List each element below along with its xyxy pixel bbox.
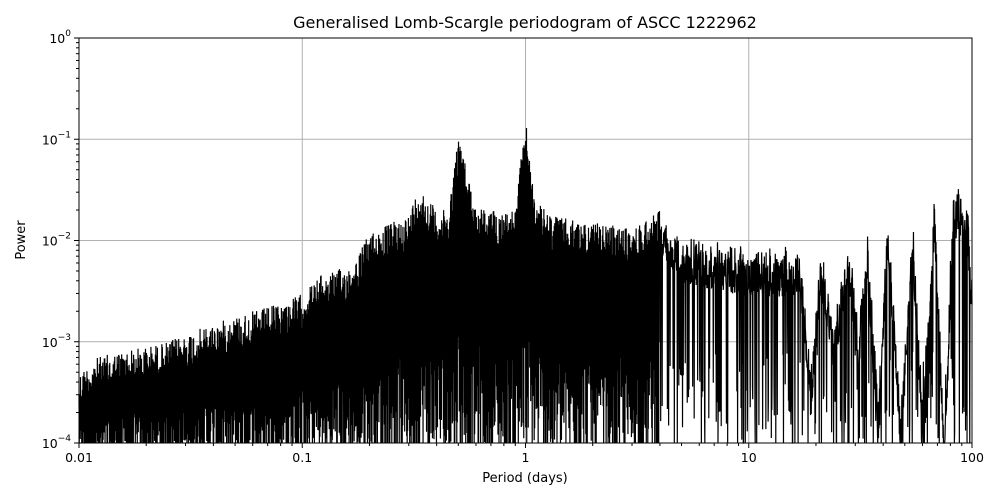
x-tick-label: 0.1 — [292, 450, 312, 465]
chart-title: Generalised Lomb-Scargle periodogram of … — [293, 13, 757, 32]
x-tick-label: 0.01 — [65, 450, 93, 465]
x-tick-label: 1 — [522, 450, 530, 465]
x-tick-label: 100 — [960, 450, 984, 465]
y-tick-label: 100 — [49, 29, 71, 46]
y-tick-label: 10−4 — [42, 434, 71, 451]
y-axis-label: Power — [14, 220, 29, 260]
periodogram-series-line — [78, 127, 973, 444]
y-tick-label: 10−2 — [42, 232, 71, 249]
y-axis: 10−4 10−3 10−2 10−1 100 — [42, 29, 79, 451]
y-tick-label: 10−3 — [42, 333, 71, 350]
x-axis: 0.01 0.1 1 10 100 — [65, 443, 984, 465]
x-axis-label: Period (days) — [482, 471, 568, 486]
y-tick-label: 10−1 — [42, 130, 71, 147]
x-tick-label: 10 — [741, 450, 757, 465]
